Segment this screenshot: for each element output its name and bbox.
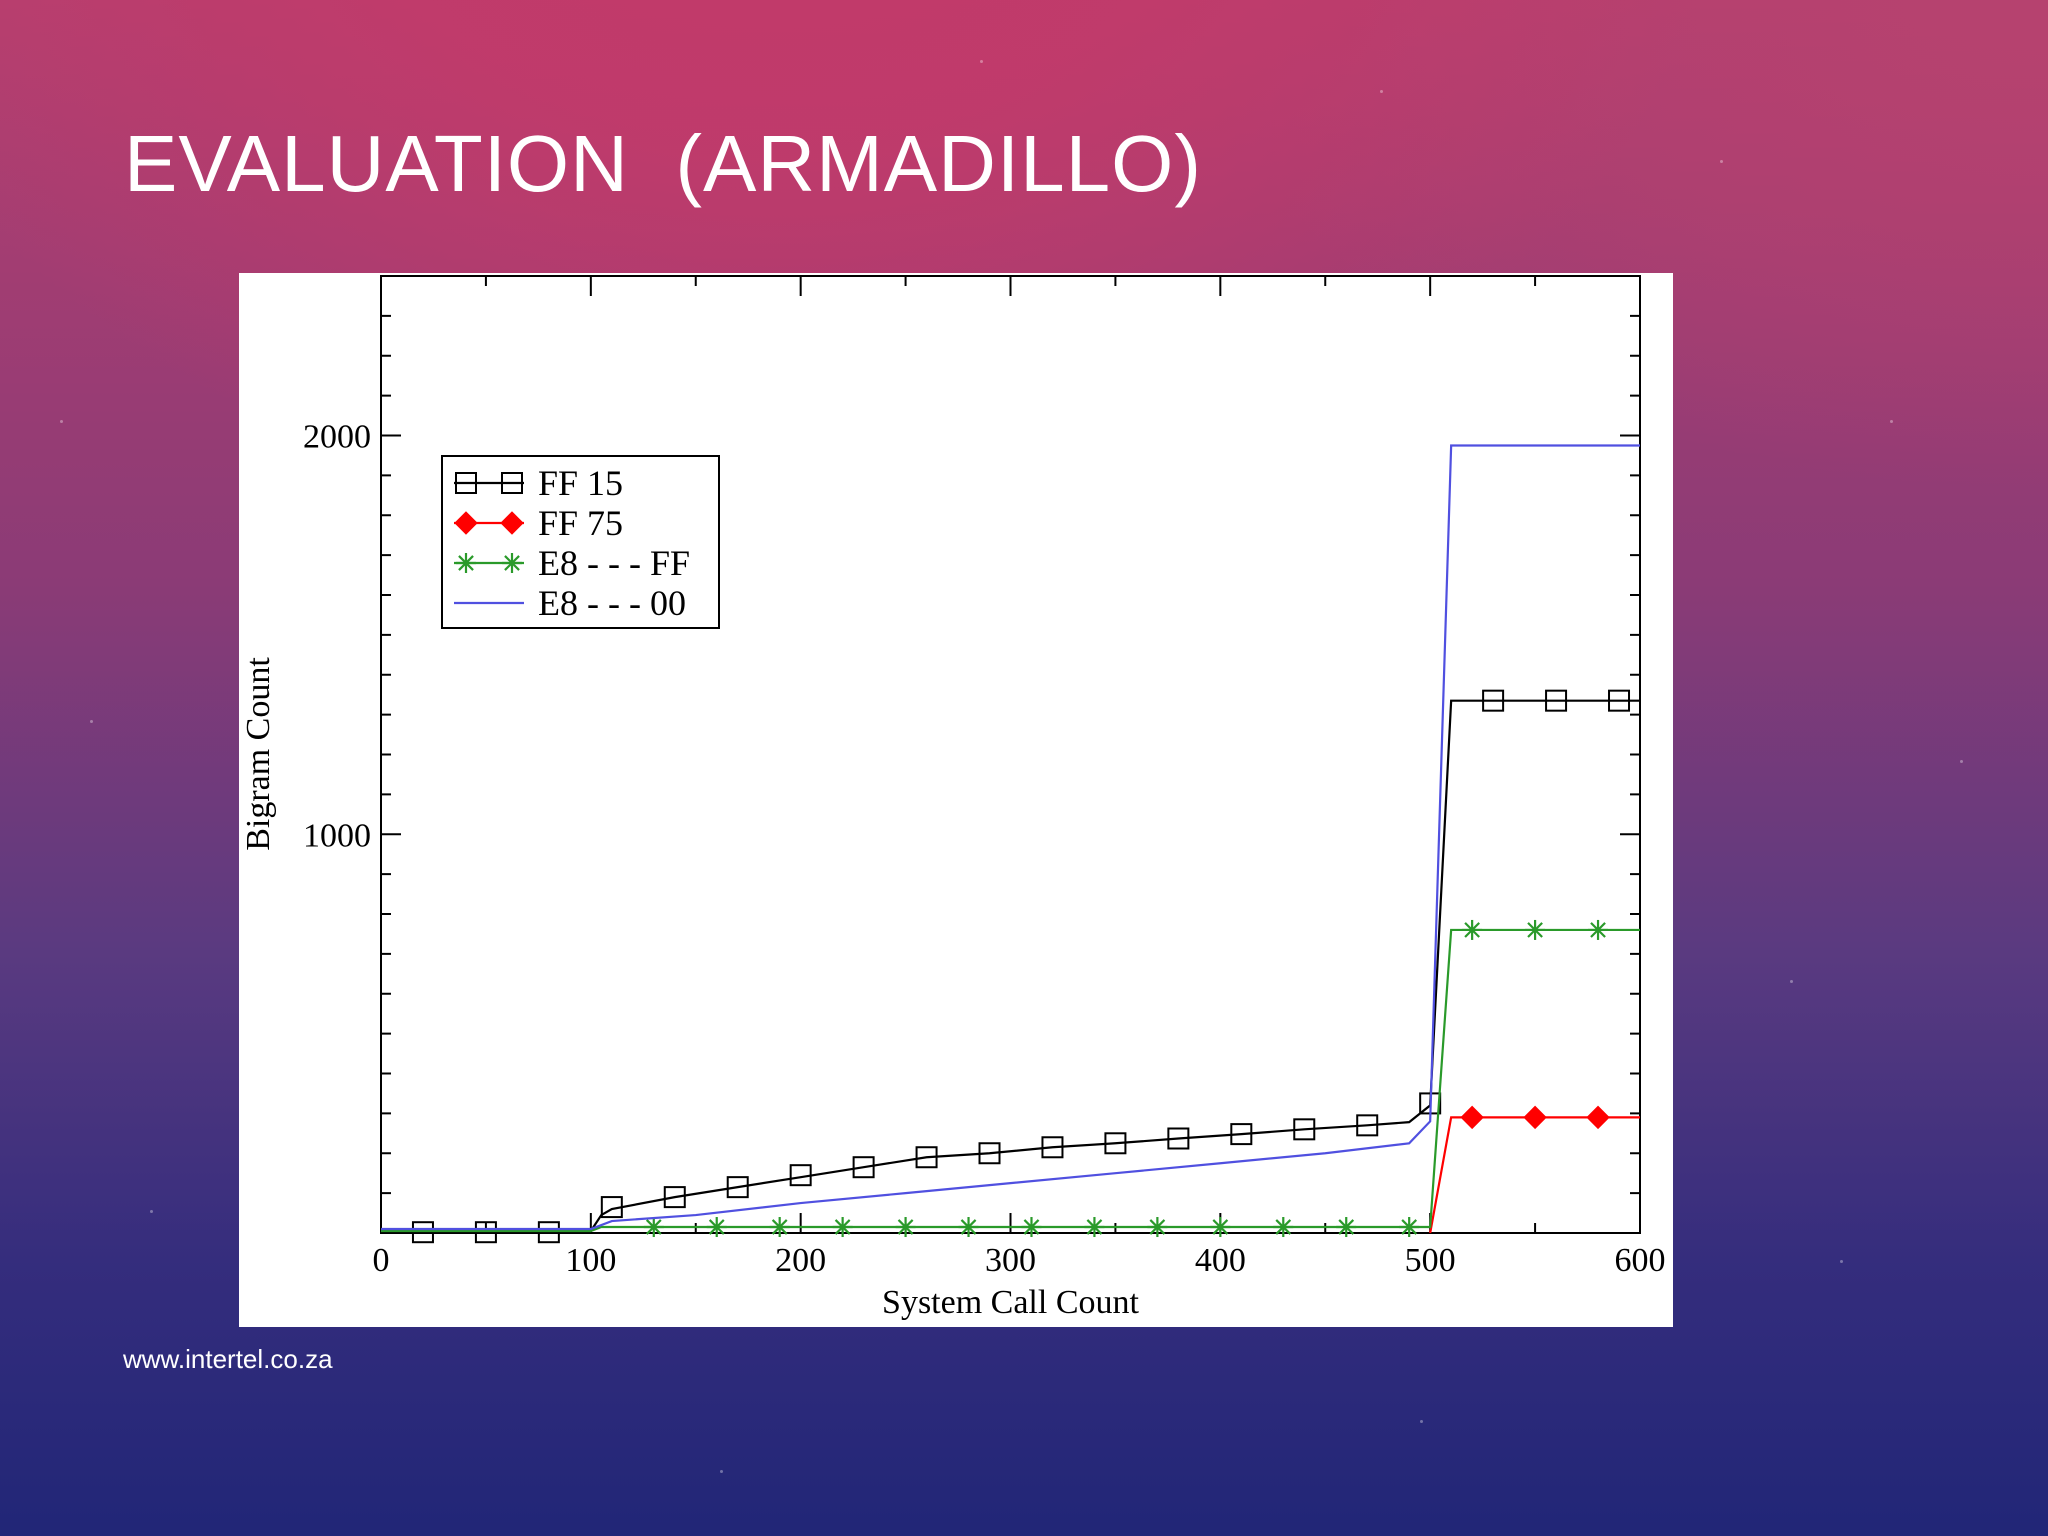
series-marker-0 (1293, 1118, 1316, 1141)
series-marker-2 (706, 1217, 727, 1238)
star-decoration (1890, 420, 1893, 423)
legend-label: FF 75 (538, 503, 623, 543)
series-marker-2 (1273, 1217, 1294, 1238)
series-marker-2 (832, 1217, 853, 1238)
slide-title: EVALUATION (ARMADILLO) (124, 119, 1202, 208)
series-marker-0 (1608, 689, 1631, 712)
series-layer (381, 444, 1640, 1244)
chart-panel: 0 100 200 300 400 500 600 1000 2000 System Call … (239, 273, 1673, 1327)
series-line-3 (381, 444, 1640, 1231)
star-decoration (1380, 90, 1383, 93)
y-tick-label: 2000 (303, 419, 371, 456)
x-tick-label: 400 (1195, 1242, 1246, 1279)
star-decoration (1420, 1420, 1423, 1423)
star-decoration (720, 1470, 723, 1473)
series-marker-0 (789, 1164, 812, 1187)
series-marker-2 (1462, 919, 1483, 940)
series-marker-2 (1525, 919, 1546, 940)
series-marker-2 (1147, 1217, 1168, 1238)
series-marker-1 (1523, 1105, 1547, 1130)
x-tick-label: 300 (985, 1242, 1036, 1279)
series-marker-0 (1104, 1132, 1127, 1155)
series-marker-2 (1336, 1217, 1357, 1238)
series-marker-1 (1586, 1105, 1610, 1130)
series-marker-2 (1084, 1217, 1105, 1238)
legend-swatch-marker (454, 511, 478, 535)
series-marker-0 (600, 1196, 623, 1219)
star-decoration (1790, 980, 1793, 983)
star-decoration (60, 420, 63, 423)
star-decoration (150, 1210, 153, 1213)
series-marker-0 (852, 1156, 875, 1179)
series-line-0 (381, 699, 1640, 1233)
series-marker-0 (978, 1142, 1001, 1165)
legend-swatch-marker (455, 472, 477, 494)
series-marker-2 (1021, 1217, 1042, 1238)
star-decoration (90, 720, 93, 723)
plot-frame (380, 275, 1641, 1234)
series-marker-2 (1399, 1217, 1420, 1238)
legend-swatch-marker (502, 553, 522, 573)
legend-swatch-marker (501, 472, 523, 494)
x-tick-label: 0 (373, 1242, 390, 1279)
series-line-2 (381, 928, 1640, 1233)
series-marker-0 (663, 1186, 686, 1209)
star-decoration (1840, 1260, 1843, 1263)
series-marker-0 (726, 1176, 749, 1199)
series-marker-1 (1460, 1105, 1484, 1130)
x-tick-label: 200 (775, 1242, 826, 1279)
x-tick-label: 600 (1615, 1242, 1666, 1279)
series-marker-0 (474, 1221, 497, 1244)
series-marker-0 (1041, 1136, 1064, 1159)
legend-label: E8 - - - 00 (538, 583, 686, 623)
line-chart: 0 100 200 300 400 500 600 1000 2000 System Call … (240, 275, 1666, 1321)
series-marker-2 (769, 1217, 790, 1238)
series-marker-0 (411, 1221, 434, 1244)
axis-ticks (380, 275, 1641, 1234)
x-tick-label: 500 (1405, 1242, 1456, 1279)
x-axis-label: System Call Count (882, 1284, 1139, 1321)
legend-swatch-marker (456, 553, 476, 573)
y-tick-label: 1000 (303, 817, 371, 854)
x-tick-label: 100 (565, 1242, 616, 1279)
series-marker-2 (1588, 919, 1609, 940)
legend-swatch-marker (500, 511, 524, 535)
legend-label: FF 15 (538, 463, 623, 503)
series-marker-0 (915, 1146, 938, 1169)
star-decoration (1960, 760, 1963, 763)
series-line-1 (1429, 1116, 1640, 1234)
y-axis-label: Bigram Count (240, 657, 277, 851)
star-decoration (980, 60, 983, 63)
legend-label: E8 - - - FF (538, 543, 690, 583)
series-marker-0 (1230, 1123, 1253, 1146)
star-decoration (1720, 160, 1723, 163)
series-marker-0 (1545, 689, 1568, 712)
series-marker-0 (1167, 1127, 1190, 1150)
series-marker-0 (1356, 1114, 1379, 1137)
legend-box (441, 455, 720, 629)
series-marker-0 (537, 1221, 560, 1244)
series-marker-2 (1210, 1217, 1231, 1238)
tick-labels: 0 100 200 300 400 500 600 1000 2000 (303, 419, 1666, 1280)
series-marker-2 (895, 1217, 916, 1238)
footer-url: www.intertel.co.za (123, 1344, 333, 1374)
series-marker-2 (643, 1217, 664, 1238)
series-marker-2 (958, 1217, 979, 1238)
series-marker-0 (1482, 689, 1505, 712)
